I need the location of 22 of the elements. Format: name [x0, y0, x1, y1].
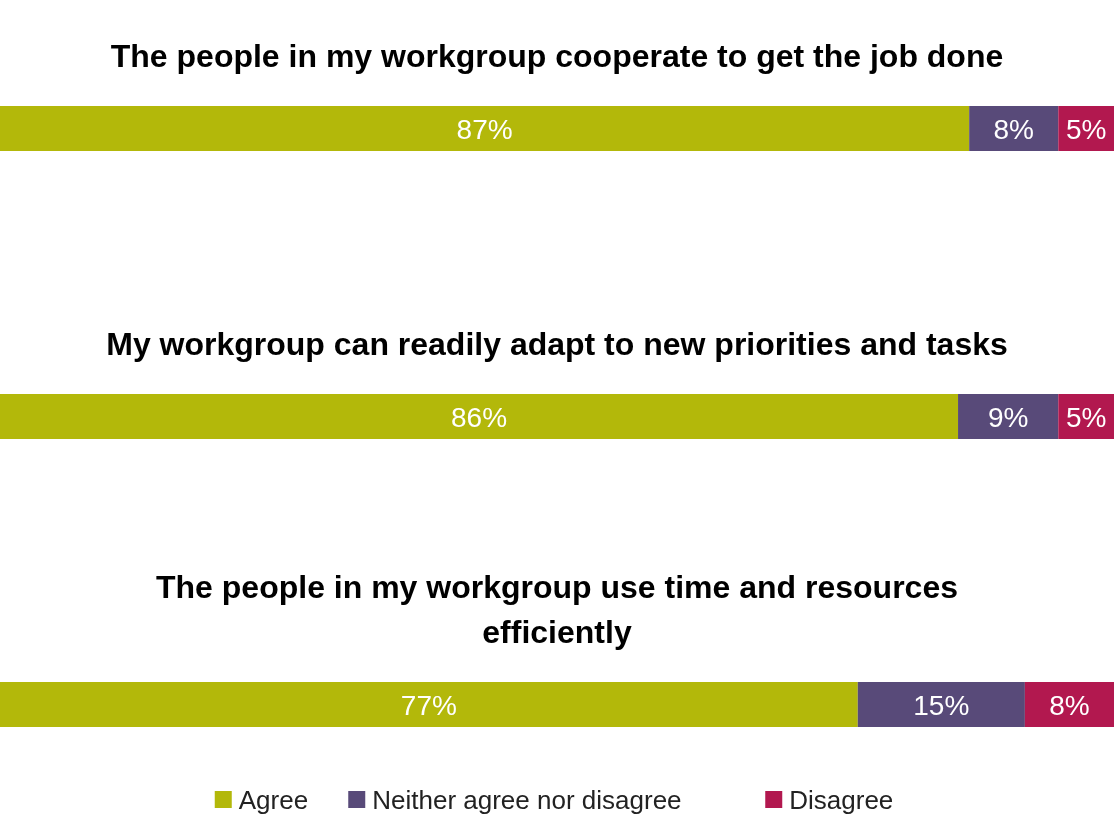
- legend-label: Disagree: [789, 785, 894, 815]
- data-label: 8%: [1049, 689, 1090, 721]
- bar: [0, 394, 959, 439]
- legend-label: Agree: [238, 785, 309, 815]
- data-label: 5%: [1065, 401, 1107, 433]
- y-tick-label: The people in my workgroup use time and resources efficiently: [156, 569, 958, 650]
- bar: [1024, 682, 1114, 727]
- data-label: 5%: [1065, 113, 1107, 145]
- bar: [969, 106, 1059, 151]
- y-tick-label: My workgroup can readily adapt to new priorities and tasks: [106, 326, 1008, 362]
- legend-label: Neither agree nor disagree: [372, 785, 682, 815]
- y-tick-label: The people in my workgroup cooperate to get the job done: [110, 38, 1004, 74]
- data-label: 15%: [913, 689, 970, 721]
- data-label: 8%: [993, 113, 1034, 145]
- data-label: 87%: [456, 113, 513, 145]
- bar: [857, 682, 1025, 727]
- bar: [958, 394, 1059, 439]
- data-label: 9%: [987, 401, 1029, 433]
- data-label: 77%: [400, 689, 457, 721]
- data-label: 86%: [451, 401, 508, 433]
- bar: [0, 106, 970, 151]
- bar: [0, 682, 858, 727]
